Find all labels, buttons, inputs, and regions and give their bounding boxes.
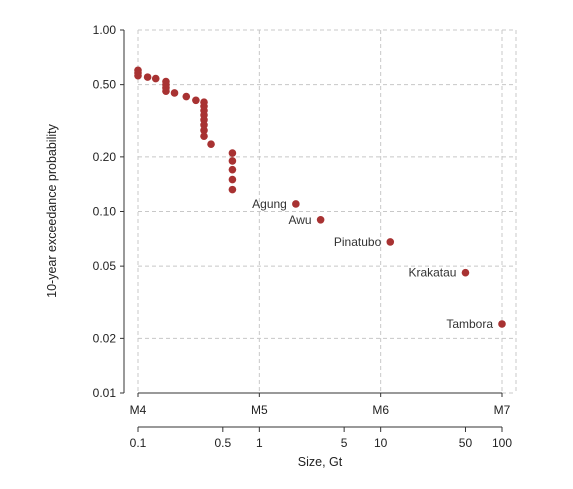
point-label: Pinatubo — [334, 235, 382, 249]
x-tick-label: 0.5 — [214, 436, 231, 450]
y-axis-ticks: 0.01 0.02 0.05 0.10 0.20 0.50 1.00 — [93, 23, 124, 400]
data-point — [151, 74, 160, 83]
data-point — [228, 185, 237, 194]
data-point — [498, 320, 506, 328]
x-tick-label: 0.1 — [130, 436, 147, 450]
magnitude-tick-label: M7 — [494, 403, 511, 417]
data-point — [207, 140, 215, 148]
y-tick-label: 0.01 — [93, 386, 117, 400]
x-tick-label: 1 — [256, 436, 263, 450]
magnitude-tick-label: M5 — [251, 403, 268, 417]
data-point — [200, 121, 208, 129]
point-label: Awu — [288, 213, 311, 227]
data-point — [182, 92, 191, 101]
y-tick-label: 1.00 — [93, 23, 117, 37]
data-point — [386, 238, 395, 246]
data-point — [292, 200, 300, 208]
data-point — [200, 132, 208, 140]
magnitude-tick-label: M4 — [130, 403, 147, 417]
x-tick-label: 10 — [374, 436, 388, 450]
point-label: Krakatau — [408, 266, 456, 280]
data-point — [228, 165, 237, 174]
magnitude-tick-label: M6 — [372, 403, 389, 417]
data-point — [162, 87, 170, 96]
data-point — [228, 157, 237, 165]
data-points — [134, 66, 506, 328]
data-point — [228, 175, 237, 184]
point-label: Tambora — [446, 317, 493, 331]
x-axis-title: Size, Gt — [298, 455, 343, 469]
x-tick-label: 50 — [459, 436, 473, 450]
magnitude-axis-ticks: M4 M5 M6 M7 — [130, 393, 511, 417]
x-tick-label: 5 — [341, 436, 348, 450]
data-point — [134, 71, 142, 80]
data-point — [461, 268, 470, 277]
data-point — [192, 96, 200, 105]
y-tick-label: 0.50 — [93, 78, 117, 92]
x-tick-label: 100 — [492, 436, 512, 450]
y-tick-label: 0.20 — [93, 150, 117, 164]
point-label: Agung — [252, 197, 287, 211]
data-point — [316, 216, 325, 224]
y-tick-label: 0.05 — [93, 259, 117, 273]
y-tick-label: 0.10 — [93, 205, 117, 219]
y-tick-label: 0.02 — [93, 331, 117, 345]
data-point — [170, 89, 179, 97]
data-point — [228, 149, 237, 157]
x-axis-ticks: 0.1 0.5 1 5 10 50 100 — [130, 427, 512, 450]
y-axis-title: 10-year exceedance probability — [45, 123, 59, 297]
data-point — [200, 126, 208, 135]
grid — [137, 29, 517, 394]
data-point — [143, 73, 152, 81]
